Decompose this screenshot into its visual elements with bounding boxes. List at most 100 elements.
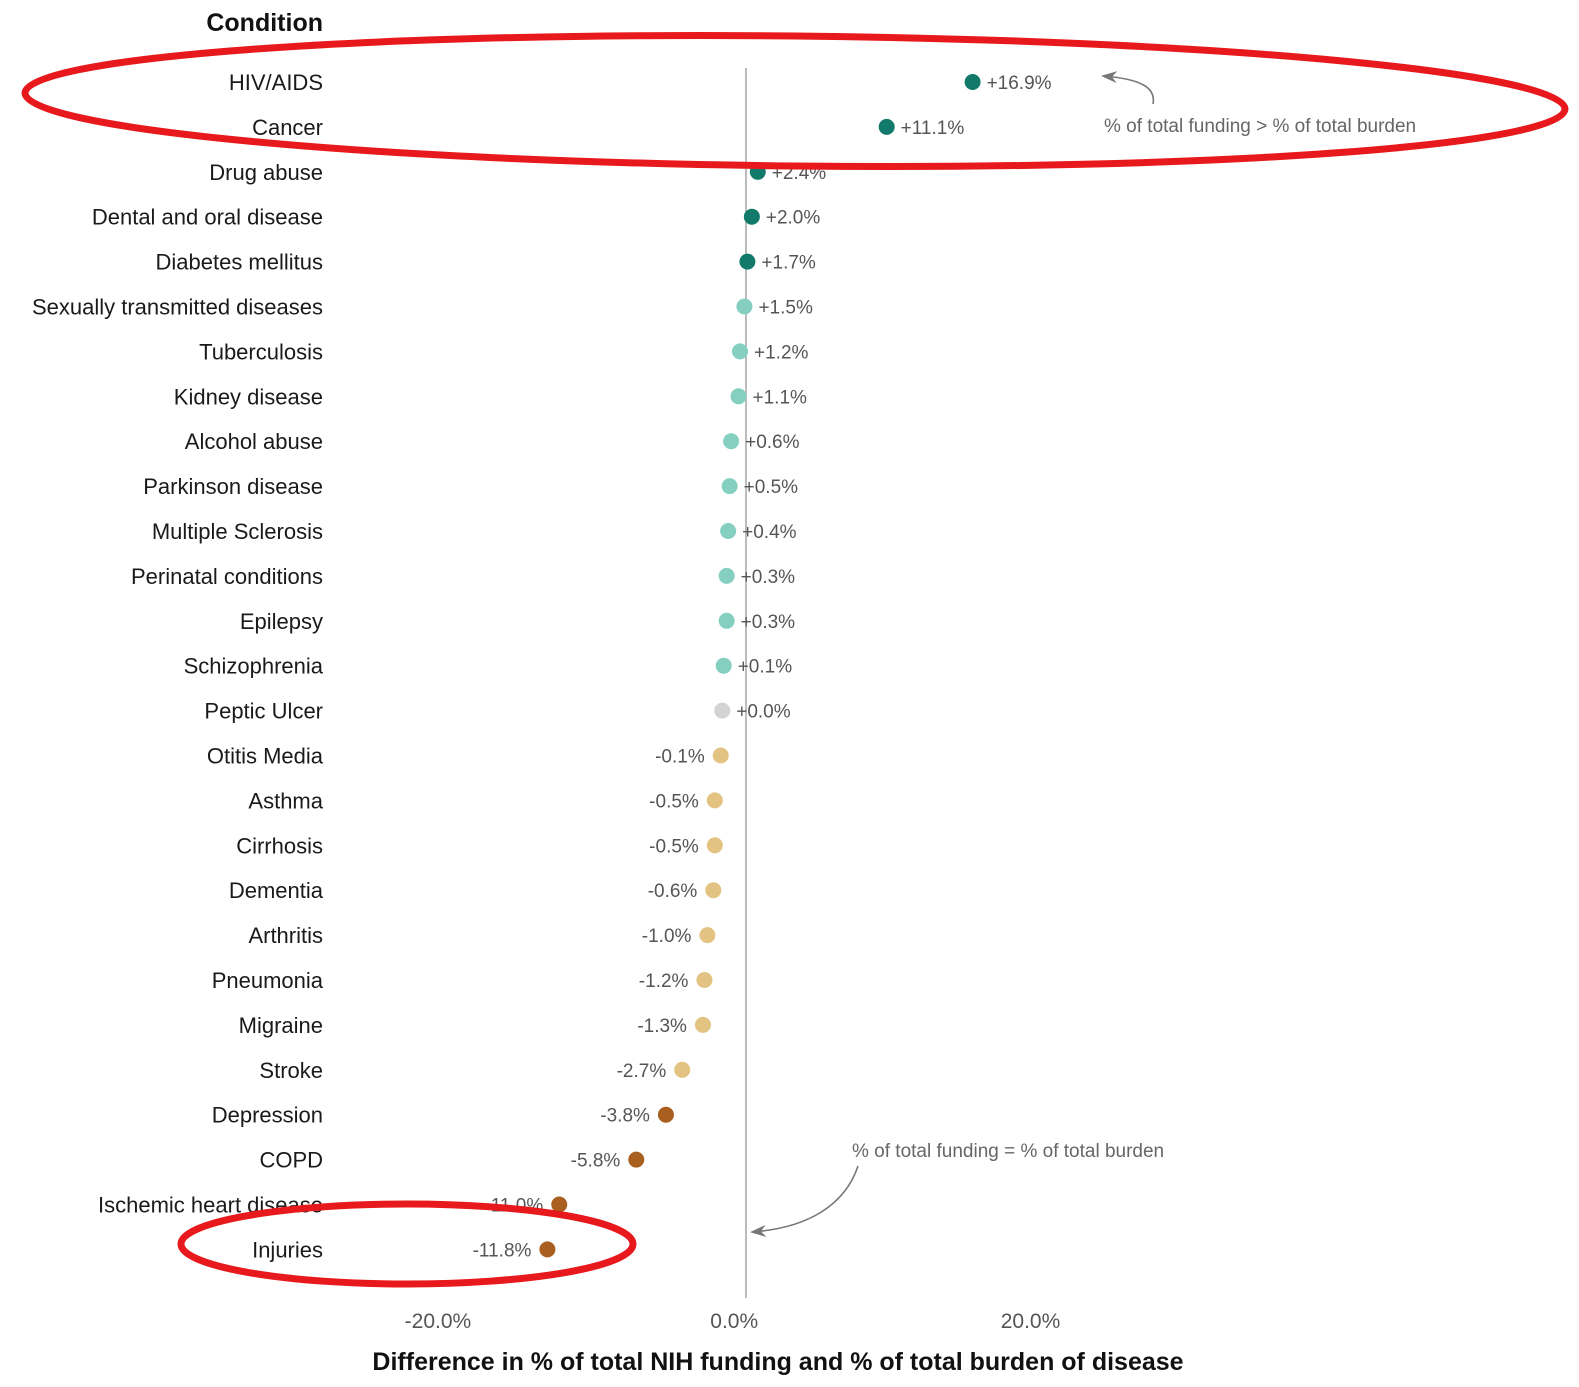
- annotation-text-upper: % of total funding > % of total burden: [1104, 116, 1416, 137]
- annotation-arrow-upper: [1101, 71, 1155, 105]
- value-label: +1.7%: [761, 253, 816, 274]
- data-point: [723, 433, 740, 450]
- value-label: +11.1%: [901, 118, 965, 139]
- data-point: [736, 298, 753, 315]
- value-label: +0.3%: [741, 567, 796, 588]
- value-label: -5.8%: [571, 1151, 621, 1172]
- data-point: [696, 972, 713, 988]
- category-label: Epilepsy: [240, 609, 323, 634]
- highlight-ellipse-top: [21, 32, 1569, 170]
- value-label: +1.1%: [753, 387, 808, 408]
- chart-row: Cancer +11.1%: [252, 115, 964, 140]
- highlight-overlays: [21, 32, 1569, 1288]
- chart-row: Dementia -0.6%: [229, 878, 722, 903]
- chart-row: COPD -5.8%: [259, 1148, 645, 1173]
- category-label: Cancer: [252, 115, 323, 140]
- data-point: [730, 388, 747, 405]
- data-point: [732, 343, 748, 360]
- highlight-ellipse-bottom: [177, 1200, 637, 1288]
- chart-row: Kidney disease +1.1%: [174, 384, 807, 409]
- chart-row: Parkinson disease +0.5%: [143, 474, 798, 499]
- value-label: +0.3%: [741, 612, 796, 633]
- chart-row: Alcohol abuse +0.6%: [185, 429, 800, 454]
- value-label: +2.0%: [766, 208, 821, 229]
- data-point: [721, 478, 738, 495]
- annotation-funding-equal: % of total funding = % of total burden: [750, 1141, 1164, 1237]
- x-axis-ticks: -20.0% 0.0% 20.0%: [405, 1310, 1061, 1333]
- chart-row: Perinatal conditions +0.3%: [131, 564, 795, 589]
- chart-row: Stroke -2.7%: [259, 1058, 691, 1083]
- annotation-text-lower: % of total funding = % of total burden: [852, 1141, 1164, 1162]
- category-label: Kidney disease: [174, 384, 323, 409]
- data-point: [706, 837, 723, 854]
- chart-row: Peptic Ulcer +0.0%: [204, 699, 790, 724]
- data-point: [964, 74, 981, 90]
- value-label: -0.1%: [655, 747, 705, 768]
- chart-row: Injuries -11.8%: [252, 1237, 556, 1262]
- chart-row: Otitis Media -0.1%: [207, 744, 729, 769]
- chart-row: Multiple Sclerosis +0.4%: [152, 519, 797, 544]
- data-point: [718, 567, 735, 584]
- data-point: [739, 253, 756, 270]
- chart-row: Migraine -1.3%: [239, 1013, 711, 1038]
- category-label: Ischemic heart disease: [98, 1193, 323, 1218]
- x-tick-label: -20.0%: [405, 1310, 472, 1333]
- data-point: [743, 208, 760, 225]
- value-label: +0.5%: [744, 477, 799, 498]
- chart-row: Asthma -0.5%: [248, 788, 723, 813]
- category-label: Injuries: [252, 1237, 323, 1262]
- category-label: Peptic Ulcer: [204, 699, 323, 724]
- category-label: Sexually transmitted diseases: [32, 295, 323, 320]
- data-point: [674, 1061, 691, 1078]
- rows-group: HIV/AIDS +16.9%Cancer +11.1%Drug abuse +2.4…: [32, 70, 1052, 1262]
- data-point: [628, 1151, 645, 1168]
- category-label: Alcohol abuse: [185, 429, 323, 454]
- condition-header: Condition: [206, 9, 323, 37]
- category-label: Schizophrenia: [184, 654, 324, 679]
- value-label: +0.6%: [745, 432, 800, 453]
- value-label: -11.8%: [473, 1240, 532, 1261]
- data-point: [714, 702, 731, 719]
- x-axis-title: Difference in % of total NIH funding and…: [372, 1348, 1183, 1376]
- category-label: COPD: [259, 1148, 323, 1173]
- category-label: Parkinson disease: [143, 474, 323, 499]
- category-label: Otitis Media: [207, 744, 324, 769]
- value-label: +16.9%: [987, 73, 1052, 94]
- data-point: [705, 882, 722, 899]
- value-label: +0.1%: [738, 657, 793, 678]
- data-point: [706, 792, 723, 809]
- category-label: Depression: [212, 1103, 323, 1128]
- category-label: Diabetes mellitus: [155, 250, 323, 275]
- value-label: -1.0%: [642, 926, 692, 947]
- data-point: [539, 1241, 556, 1258]
- value-label: -0.5%: [649, 791, 699, 812]
- value-label: +0.0%: [736, 702, 791, 723]
- category-label: Multiple Sclerosis: [152, 519, 323, 544]
- category-label: Cirrhosis: [236, 833, 323, 858]
- category-label: Dementia: [229, 878, 324, 903]
- value-label: -0.6%: [648, 881, 698, 902]
- category-label: Drug abuse: [209, 160, 323, 185]
- chart-row: Epilepsy +0.3%: [240, 609, 795, 634]
- data-point: [712, 747, 729, 764]
- value-label: -3.8%: [600, 1106, 650, 1127]
- value-label: +1.5%: [758, 298, 813, 319]
- category-label: Tuberculosis: [199, 339, 323, 364]
- value-label: -0.5%: [649, 836, 699, 857]
- chart-row: Depression -3.8%: [212, 1103, 674, 1128]
- category-label: Migraine: [239, 1013, 323, 1038]
- data-point: [718, 612, 735, 629]
- category-label: Perinatal conditions: [131, 564, 323, 589]
- data-point: [878, 118, 895, 135]
- annotation-funding-greater: % of total funding > % of total burden: [1101, 71, 1416, 137]
- category-label: Dental and oral disease: [92, 205, 323, 230]
- value-label: -2.7%: [617, 1061, 667, 1082]
- chart-row: Pneumonia -1.2%: [212, 968, 713, 993]
- annotation-arrow-lower: [750, 1165, 859, 1237]
- category-label: Asthma: [248, 788, 323, 813]
- data-point: [694, 1016, 711, 1033]
- category-label: Pneumonia: [212, 968, 324, 993]
- chart-row: Cirrhosis -0.5%: [236, 833, 723, 858]
- value-label: -1.2%: [639, 971, 689, 992]
